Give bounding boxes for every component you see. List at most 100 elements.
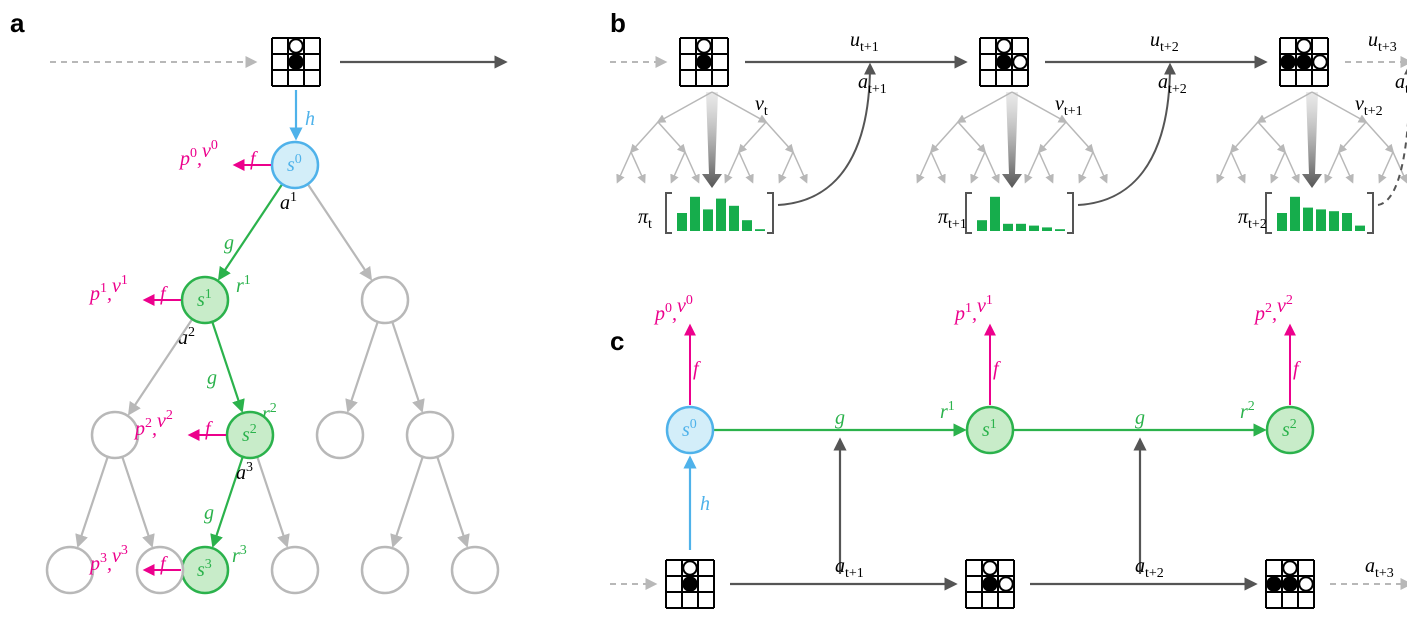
pi-label: πt+1 [938,206,967,232]
black-stone-icon [983,577,996,590]
go-board-icon [980,38,1028,86]
go-board-icon [966,560,1014,608]
tree-node-gray [362,547,408,593]
policy-bar [1016,224,1026,231]
policy-bar [755,229,765,231]
g-function-label: g [835,407,845,429]
panel-label-b: b [610,8,626,38]
white-stone-icon [1299,577,1312,590]
pv-output-label: p2,v2 [133,408,173,440]
action-label: at+2 [1135,555,1164,581]
policy-bar [1342,213,1352,231]
action-label: a3 [236,460,253,484]
f-function-label: f [160,283,168,305]
policy-bar [1029,226,1039,231]
f-function-label: f [693,358,701,380]
go-board-icon [272,38,320,86]
h-function-label: h [305,108,315,130]
u-label: ut+3 [1368,29,1397,55]
policy-histogram [966,193,1073,233]
panel-a: ahga1r1ga2r2ga3r3s0s1s2s3fp0,v0fp1,v1fp2… [10,8,505,593]
policy-bar [703,209,713,231]
policy-bar [990,197,1000,231]
black-stone-icon [1267,577,1280,590]
f-function-label: f [1293,358,1301,380]
value-label: vt+1 [1055,93,1083,119]
gradient-arrow-icon [702,92,722,188]
white-stone-icon [683,561,696,574]
tree-node-gray [407,412,453,458]
black-stone-icon [997,55,1010,68]
policy-bar [1329,211,1339,231]
f-function-label: f [993,358,1001,380]
reward-label: r2 [1240,399,1255,423]
white-stone-icon [999,577,1012,590]
f-function-label: f [205,418,213,440]
search-tree-icon [618,92,807,188]
action-arrow [1078,65,1170,205]
white-stone-icon [1013,55,1026,68]
pv-output-label: p1,v1 [88,273,128,305]
reward-label: r1 [940,399,955,423]
value-label: vt [755,93,768,119]
action-label: at+3 [1365,555,1394,581]
pv-output-label: p1,v1 [953,293,993,325]
policy-bar [1055,229,1065,231]
black-stone-icon [683,577,696,590]
black-stone-icon [289,55,302,68]
panel-label-c: c [610,326,624,356]
black-stone-icon [1283,577,1296,590]
action-arrow [778,65,870,205]
u-label: ut+2 [1150,29,1179,55]
panel-b: b ut+1 ut+2 ut+3 vt vt+1 vt+2 πt πt+1 πt+2 at+1 at+… [610,8,1407,233]
pi-label: πt [638,206,652,232]
white-stone-icon [1297,39,1310,52]
pv-output-label: p3,v3 [88,543,128,575]
policy-bar [677,213,687,231]
policy-histogram [666,193,773,233]
white-stone-icon [289,39,302,52]
gradient-arrow-icon [1002,92,1022,188]
action-label: at+1 [835,555,864,581]
h-function-label: h [700,493,710,515]
policy-histogram [1266,193,1373,233]
u-label: ut+1 [850,29,879,55]
policy-bar [1277,213,1287,231]
policy-bar [1042,227,1052,231]
g-function-label: g [1135,407,1145,429]
action-label: a1 [280,190,297,214]
policy-bar [977,220,987,231]
tree-node-gray [92,412,138,458]
white-stone-icon [1313,55,1326,68]
black-stone-icon [1297,55,1310,68]
white-stone-icon [997,39,1010,52]
action-label: at+2 [1158,71,1187,97]
policy-bar [1316,209,1326,231]
go-board-icon [1280,38,1328,86]
go-board-icon [680,38,728,86]
policy-bar [1303,208,1313,231]
policy-bar [1290,197,1300,231]
g-function-label: g [204,502,214,524]
white-stone-icon [1283,561,1296,574]
policy-bar [716,199,726,231]
g-function-label: g [224,232,234,254]
white-stone-icon [983,561,996,574]
g-function-label: g [207,367,217,389]
tree-node-gray [452,547,498,593]
pv-output-label: p0,v0 [653,293,693,325]
pi-label: πt+2 [1238,206,1267,232]
pv-output-label: p2,v2 [1253,293,1293,325]
tree-node-gray [317,412,363,458]
action-label: at+3 [1395,71,1407,97]
pv-output-label: p0,v0 [178,138,218,170]
policy-bar [1003,224,1013,231]
policy-bar [729,206,739,231]
tree-node-gray [47,547,93,593]
action-label: at+1 [858,71,887,97]
policy-bar [742,220,752,231]
go-board-icon [666,560,714,608]
gradient-arrow-icon [1302,92,1322,188]
policy-bar [1355,226,1365,231]
value-label: vt+2 [1355,93,1383,119]
